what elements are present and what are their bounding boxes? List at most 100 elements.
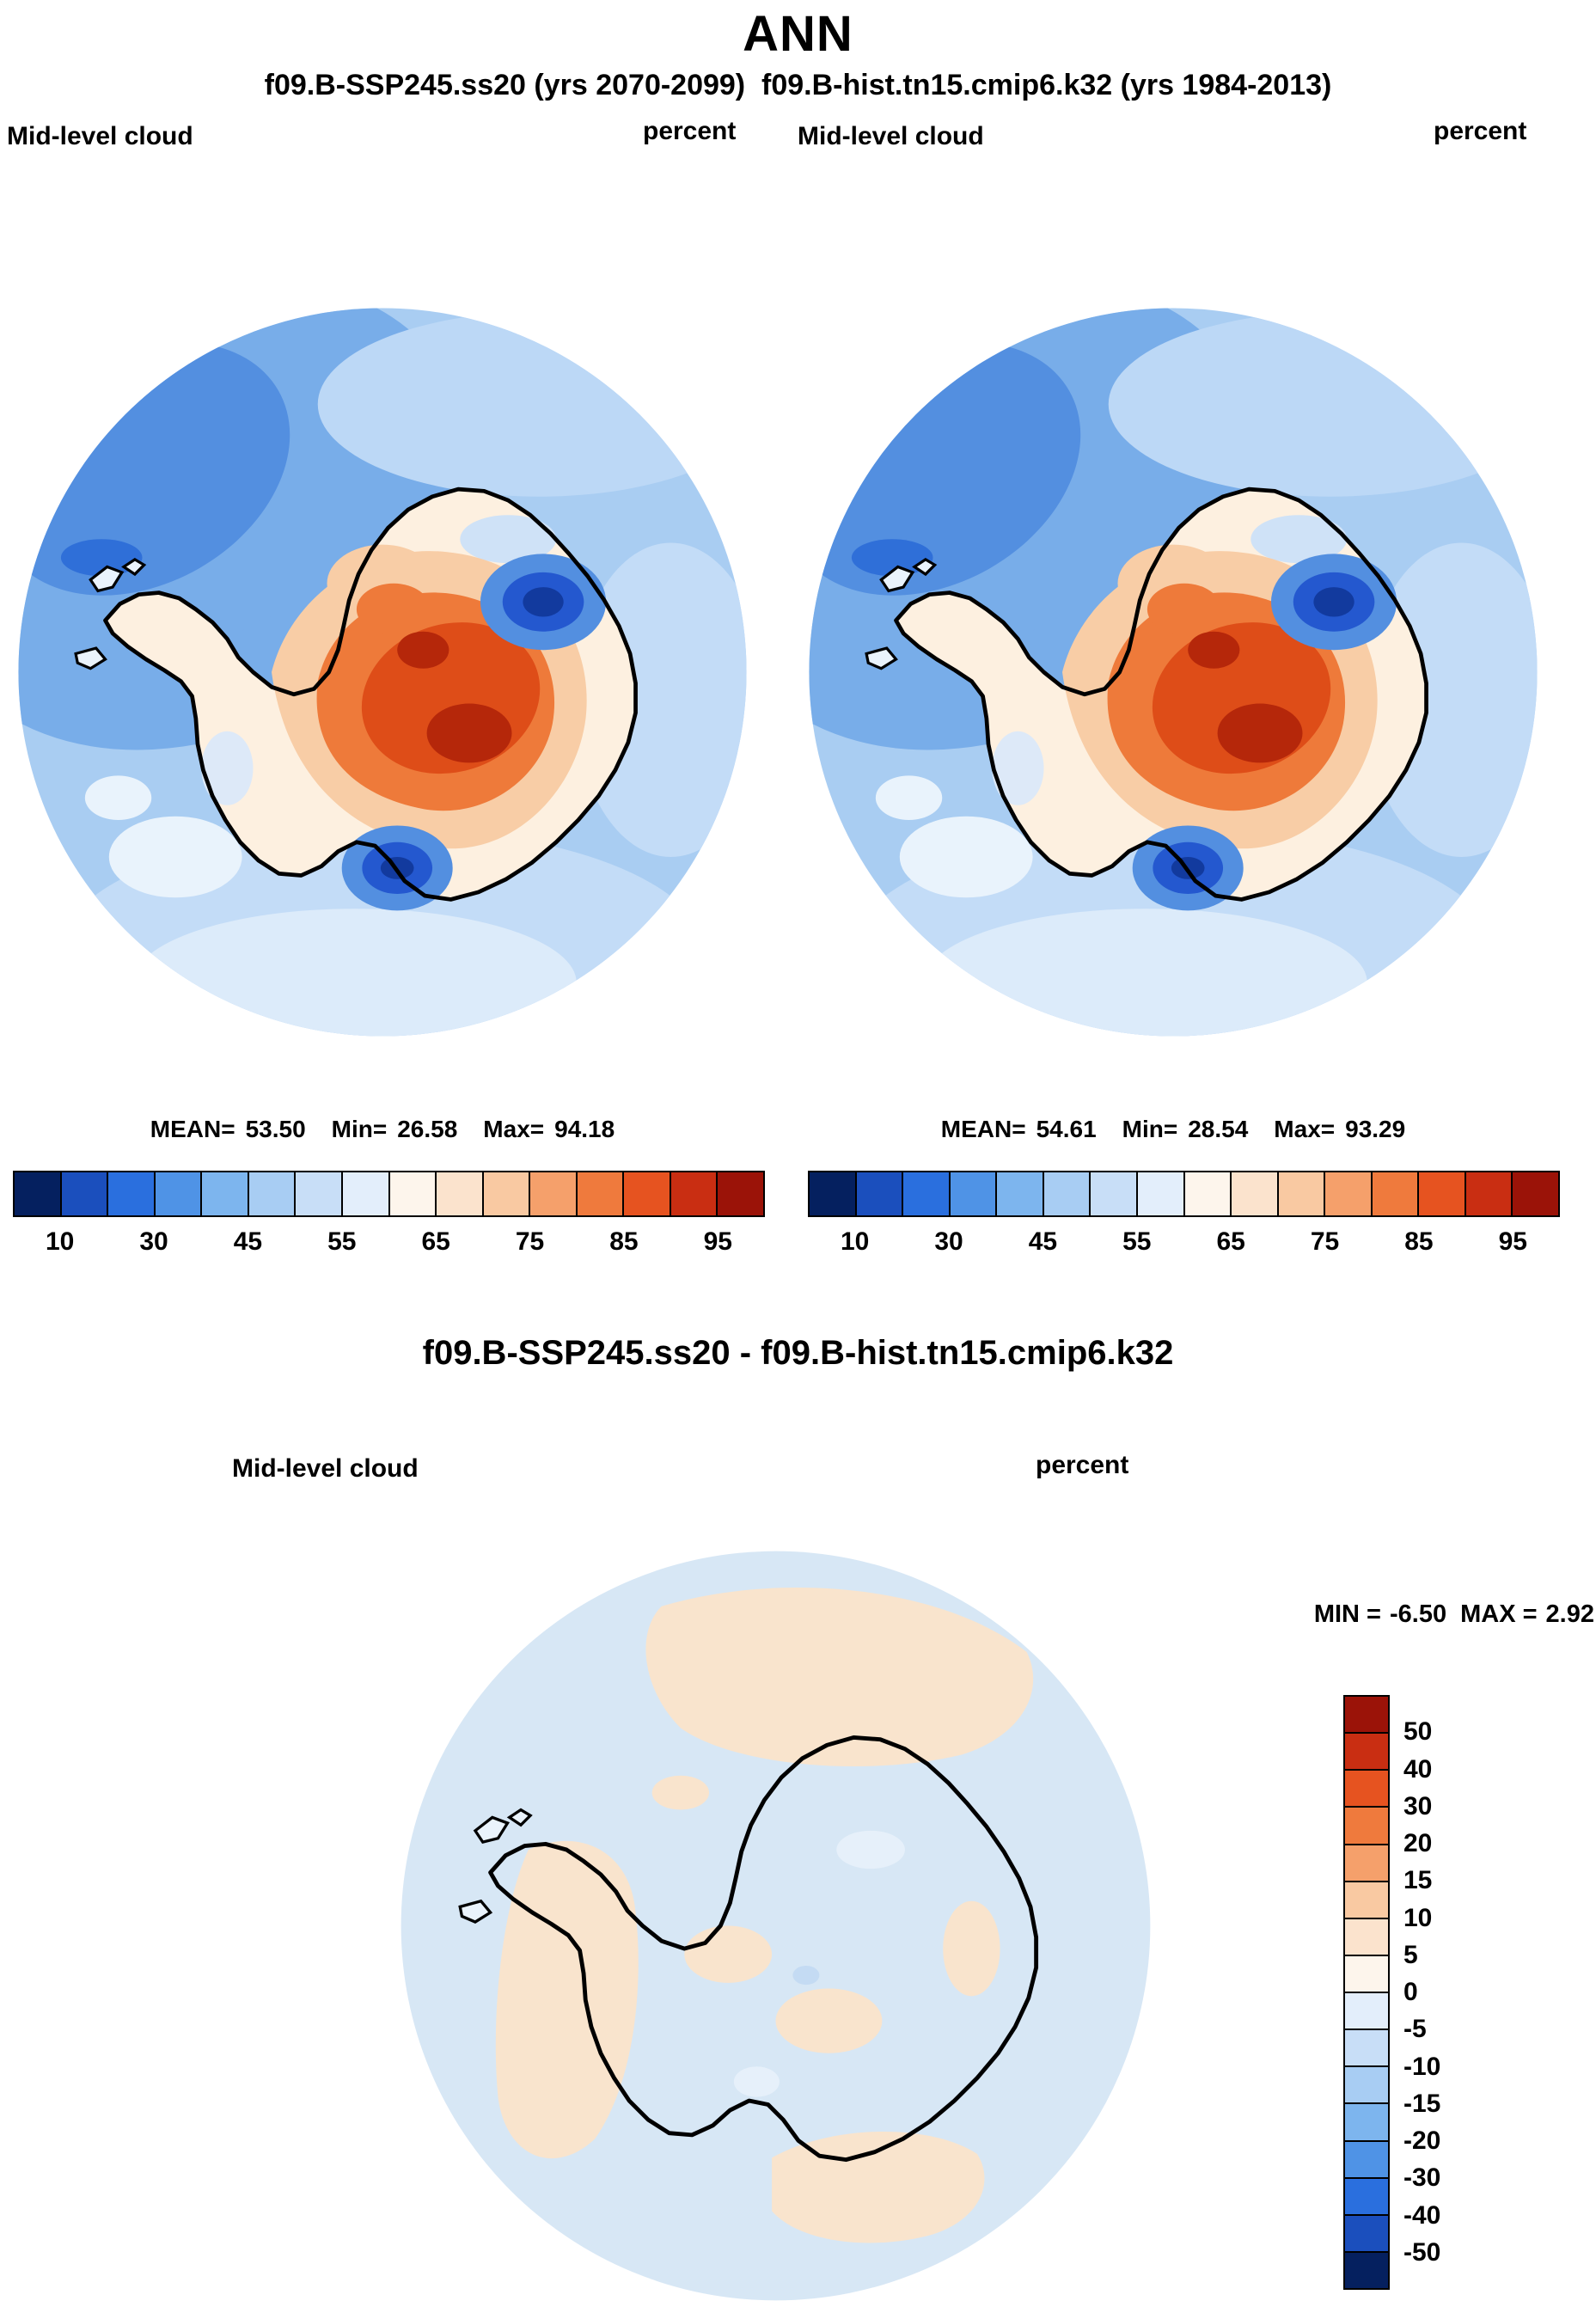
colorbar-segment [1137,1172,1185,1215]
colorbar-segment [1372,1172,1420,1215]
panel2-stats: MEAN= 54.61 Min= 28.54 Max= 93.29 [804,1116,1543,1143]
colorbar-segment [1345,2178,1388,2216]
colorbar-tick-label: 85 [1404,1227,1434,1256]
colorbar-tick-label: -40 [1403,2200,1441,2230]
colorbar-segment [577,1172,625,1215]
colorbar-segment [342,1172,390,1215]
difference-colorbar [1343,1695,1390,2290]
difference-field-label: Mid-level cloud [232,1454,419,1483]
difference-colorbar-ticks: 50 40 30 20 15 10 5 0 -5 -10 -15 -20 -30 -40 -50 [1403,1695,1515,2290]
colorbar-tick-label: 30 [1403,1791,1433,1820]
figure-title: ANN [743,6,853,62]
colorbar-tick-label: 50 [1403,1717,1433,1747]
colorbar-segment [997,1172,1044,1215]
colorbar-segment [1345,1845,1388,1882]
colorbar-segment [670,1172,719,1215]
colorbar-tick-label: 15 [1403,1866,1433,1895]
colorbar-tick-label: -30 [1403,2163,1441,2193]
panel2-map-art [804,303,1543,1042]
colorbar-segment [296,1172,343,1215]
panel1-map-art [13,303,752,1042]
colorbar-segment [1345,2215,1388,2253]
panel2-min-label: Min= [1122,1116,1178,1142]
panel2-units-label: percent [1434,117,1527,145]
colorbar-segment [437,1172,484,1215]
colorbar-segment [1345,1882,1388,1919]
colorbar-tick-label: 65 [1216,1227,1245,1256]
colorbar-tick-label: -5 [1403,2015,1427,2044]
panel2-max-label: Max= [1274,1116,1336,1142]
panel2-field-label: Mid-level cloud [798,122,984,150]
panel1-map [13,303,752,1042]
panel1-mean-label: MEAN= [150,1116,235,1142]
colorbar-segment [1513,1172,1558,1215]
panel2-mean-value: 54.61 [1036,1116,1097,1142]
colorbar-segment [718,1172,763,1215]
colorbar-segment [903,1172,951,1215]
colorbar-segment [389,1172,437,1215]
colorbar-segment [950,1172,998,1215]
colorbar-tick-label: 95 [703,1227,732,1256]
colorbar-segment [1419,1172,1466,1215]
panel1-min-value: 26.58 [397,1116,458,1142]
colorbar-segment [530,1172,578,1215]
colorbar-segment [483,1172,531,1215]
colorbar-tick-label: 30 [139,1227,168,1256]
colorbar-tick-label: 55 [327,1227,357,1256]
colorbar-segment [1232,1172,1279,1215]
colorbar-segment [1043,1172,1092,1215]
panel1-max-label: Max= [483,1116,545,1142]
difference-max-value: 2.92 [1545,1600,1594,1628]
colorbar-segment [1345,2030,1388,2068]
colorbar-segment [1345,2141,1388,2179]
panel2-colorbar-ticks: 10 30 45 55 65 75 85 95 [808,1227,1560,1262]
colorbar-segment [624,1172,671,1215]
figure-subtitle: f09.B-SSP245.ss20 (yrs 2070-2099) f09.B-… [264,69,1332,101]
colorbar-tick-label: 20 [1403,1829,1433,1857]
colorbar-tick-label: 10 [1403,1903,1433,1932]
colorbar-tick-label: 75 [1310,1227,1340,1256]
difference-units-label: percent [1036,1451,1129,1479]
difference-map [395,1545,1156,2306]
colorbar-tick-label: 40 [1403,1754,1433,1784]
colorbar-tick-label: 45 [1028,1227,1058,1256]
colorbar-segment [1345,1771,1388,1808]
colorbar-segment [1345,1734,1388,1771]
panel1-min-label: Min= [331,1116,388,1142]
panel1-units-label: percent [643,117,737,145]
colorbar-segment [810,1172,857,1215]
colorbar-tick-label: -20 [1403,2126,1441,2155]
colorbar-segment [108,1172,156,1215]
colorbar-tick-label: 95 [1498,1227,1527,1256]
colorbar-tick-label: -10 [1403,2052,1441,2081]
colorbar-segment [1345,1697,1388,1735]
colorbar-tick-label: 0 [1403,1978,1418,2006]
panel1-mean-value: 53.50 [245,1116,306,1142]
difference-minmax: MIN = -6.50 MAX = 2.92 [1165,1600,1594,1629]
colorbar-tick-label: 85 [609,1227,639,1256]
colorbar-segment [1184,1172,1232,1215]
panel1-max-value: 94.18 [554,1116,615,1142]
difference-max-label: MAX = [1460,1600,1538,1628]
colorbar-segment [1345,1808,1388,1845]
colorbar-tick-label: 30 [934,1227,963,1256]
panel2-max-value: 93.29 [1345,1116,1406,1142]
colorbar-segment [856,1172,904,1215]
colorbar-tick-label: 75 [515,1227,545,1256]
colorbar-segment [1345,2067,1388,2105]
colorbar-segment [1345,1955,1388,1993]
panel2-mean-label: MEAN= [940,1116,1026,1142]
difference-map-art [395,1545,1156,2306]
colorbar-tick-label: 10 [46,1227,75,1256]
panel1-stats: MEAN= 53.50 Min= 26.58 Max= 94.18 [13,1116,752,1143]
colorbar-tick-label: -15 [1403,2089,1441,2118]
colorbar-tick-label: 5 [1403,1940,1418,1969]
colorbar-tick-label: 65 [421,1227,450,1256]
difference-min-label: MIN = [1313,1600,1381,1628]
panel1-colorbar-ticks: 10 30 45 55 65 75 85 95 [13,1227,765,1262]
colorbar-segment [1345,1993,1388,2031]
difference-section-title: f09.B-SSP245.ss20 - f09.B-hist.tn15.cmip… [422,1334,1174,1372]
colorbar-segment [1465,1172,1513,1215]
colorbar-segment [1278,1172,1326,1215]
